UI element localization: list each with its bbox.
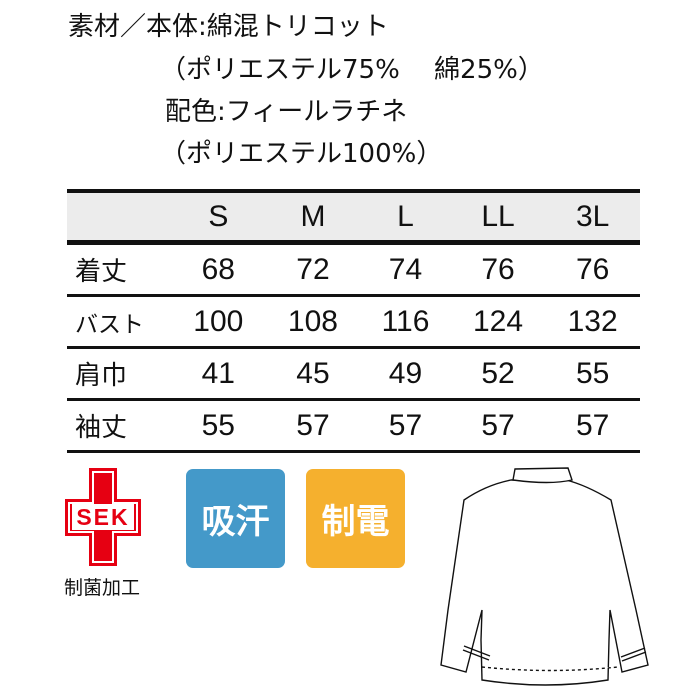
header-cell: LL [450, 189, 546, 245]
cell: 68 [171, 242, 266, 297]
sweat-absorbing-badge: 吸汗 [186, 469, 285, 568]
cell: 57 [545, 399, 640, 453]
size-table: S M L LL 3L 着丈 68 72 74 76 76 バスト 100 10… [67, 189, 640, 453]
sek-logo-text: SEK [76, 504, 129, 530]
cell: 108 [265, 295, 361, 349]
cell: 74 [360, 242, 451, 297]
cell: 41 [171, 347, 266, 401]
cell: 76 [545, 242, 640, 297]
cell: 55 [545, 347, 640, 401]
table-row: 袖丈 55 57 57 57 57 [67, 399, 640, 453]
sek-caption: 制菌加工 [64, 577, 141, 599]
shirt-back-icon [440, 467, 649, 686]
header-cell: 3L [545, 189, 640, 245]
material-line-1: 素材／本体:綿混トリコット [68, 12, 389, 42]
header-cell: L [360, 189, 451, 245]
table-row: 肩巾 41 45 49 52 55 [67, 347, 640, 401]
cell: 57 [450, 399, 546, 453]
cell: 49 [360, 347, 451, 401]
antistatic-badge: 制電 [306, 469, 405, 568]
header-cell [67, 189, 171, 245]
cell: 116 [360, 295, 451, 349]
material-line-4: （ポリエステル100%） [160, 139, 443, 169]
material-line-2: （ポリエステル75% 綿25%） [160, 55, 544, 85]
header-cell: S [171, 189, 266, 245]
table-row: 着丈 68 72 74 76 76 [67, 242, 640, 297]
cell: 57 [360, 399, 451, 453]
row-label: 着丈 [67, 242, 171, 297]
cell: 100 [171, 295, 266, 349]
sek-badge: SEK [63, 467, 143, 567]
cell: 124 [450, 295, 546, 349]
table-header-row: S M L LL 3L [67, 189, 640, 245]
cell: 52 [450, 347, 546, 401]
cell: 76 [450, 242, 546, 297]
cell: 72 [265, 242, 361, 297]
material-line-3: 配色:フィールラチネ [165, 97, 408, 127]
header-cell: M [265, 189, 361, 245]
row-label: バスト [67, 295, 171, 349]
cell: 45 [265, 347, 361, 401]
cell: 55 [171, 399, 266, 453]
row-label: 袖丈 [67, 399, 171, 453]
cell: 132 [545, 295, 640, 349]
sek-cross-icon: SEK [65, 468, 141, 566]
table-row: バスト 100 108 116 124 132 [67, 295, 640, 349]
row-label: 肩巾 [67, 347, 171, 401]
cell: 57 [265, 399, 361, 453]
